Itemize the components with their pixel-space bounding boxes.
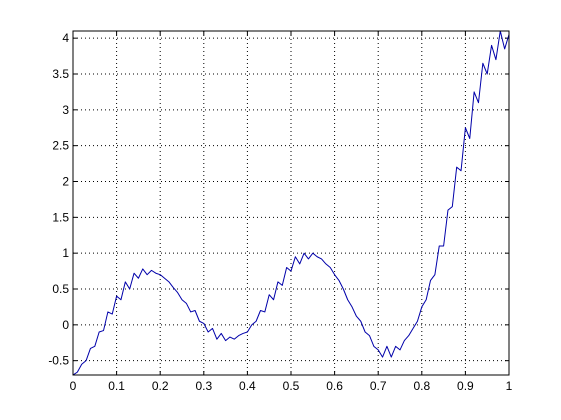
x-tick-label: 0.3 bbox=[195, 379, 212, 393]
x-tick-label: 0.1 bbox=[108, 379, 125, 393]
y-tick-label: 0 bbox=[62, 318, 69, 332]
x-tick-label: 0 bbox=[70, 379, 77, 393]
x-tick-label: 0.4 bbox=[239, 379, 256, 393]
grid bbox=[73, 31, 509, 375]
y-tick-label: 2 bbox=[62, 175, 69, 189]
y-tick-label: 3 bbox=[62, 103, 69, 117]
x-tick-label: 1 bbox=[506, 379, 513, 393]
y-tick-label: -0.5 bbox=[48, 354, 69, 368]
x-tick-label: 0.9 bbox=[457, 379, 474, 393]
y-tick-label: 0.5 bbox=[52, 282, 69, 296]
axes-frame bbox=[72, 30, 510, 376]
x-tick-label: 0.7 bbox=[370, 379, 387, 393]
x-axis-tick-labels: 0 0.1 0.2 0.3 0.4 0.5 0.6 0.7 0.8 0.9 1 bbox=[70, 379, 513, 393]
y-tick-label: 2.5 bbox=[52, 139, 69, 153]
y-tick-label: 3.5 bbox=[52, 67, 69, 81]
y-tick-label: 4 bbox=[62, 31, 69, 45]
series-group bbox=[73, 31, 509, 375]
x-tick-label: 0.5 bbox=[283, 379, 300, 393]
x-tick-label: 0.6 bbox=[326, 379, 343, 393]
y-axis-tick-labels: -0.5 0 0.5 1 1.5 2 2.5 3 3.5 4 bbox=[48, 31, 69, 368]
x-tick-label: 0.8 bbox=[413, 379, 430, 393]
x-tick-label: 0.2 bbox=[152, 379, 169, 393]
y-tick-label: 1.5 bbox=[52, 210, 69, 224]
y-tick-label: 1 bbox=[62, 246, 69, 260]
series-line-0 bbox=[73, 31, 509, 375]
